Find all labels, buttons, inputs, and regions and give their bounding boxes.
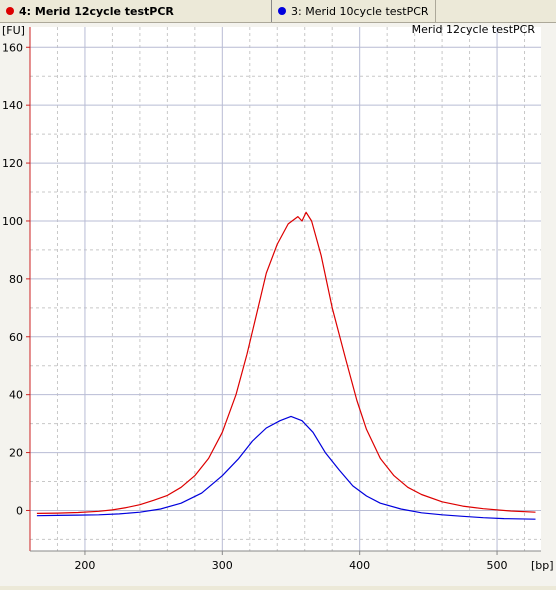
- y-tick-label: 160: [2, 41, 23, 54]
- grid-lines: [30, 27, 541, 551]
- tabbar-spacer: [436, 0, 556, 22]
- chart-title: Merid 12cycle testPCR: [412, 23, 536, 36]
- plot-area: [30, 27, 541, 551]
- tab-sample-4[interactable]: 4: Merid 12cycle testPCR: [0, 0, 272, 22]
- x-tick-label: 300: [212, 559, 233, 572]
- y-tick-label: 40: [9, 389, 23, 402]
- traces: [36, 211, 536, 520]
- y-tick-label: 0: [16, 504, 23, 517]
- y-tick-label: 20: [9, 447, 23, 460]
- electropherogram-chart: 0 20 40 60 80 100 120 140 160 200 300 400 500 [FU] […: [0, 23, 556, 586]
- y-tick-label: 100: [2, 215, 23, 228]
- red-dot-icon: [6, 7, 14, 15]
- y-tick-label: 120: [2, 157, 23, 170]
- y-tick-label: 140: [2, 99, 23, 112]
- x-tick-label: 500: [487, 559, 508, 572]
- chart-canvas: 0 20 40 60 80 100 120 140 160 200 300 400 500 [FU] […: [2, 23, 554, 572]
- x-tick-label: 200: [74, 559, 95, 572]
- x-tick-label: 400: [349, 559, 370, 572]
- red-trace-line: [36, 211, 536, 514]
- y-tick-label: 60: [9, 331, 23, 344]
- axis-labels: [FU] [bp] Merid 12cycle testPCR: [2, 23, 554, 572]
- y-axis-label: [FU]: [2, 24, 25, 37]
- tab-sample-3[interactable]: 3: Merid 10cycle testPCR: [272, 0, 436, 22]
- tab-label: 3: Merid 10cycle testPCR: [291, 4, 429, 18]
- y-tick-label: 80: [9, 273, 23, 286]
- blue-dot-icon: [278, 7, 286, 15]
- axes: 0 20 40 60 80 100 120 140 160 200 300 400 500: [2, 27, 541, 572]
- x-axis-label: [bp]: [531, 559, 554, 572]
- tab-label: 4: Merid 12cycle testPCR: [19, 4, 174, 18]
- sample-tab-bar: 4: Merid 12cycle testPCR 3: Merid 10cycl…: [0, 0, 556, 23]
- blue-trace-line: [36, 415, 536, 520]
